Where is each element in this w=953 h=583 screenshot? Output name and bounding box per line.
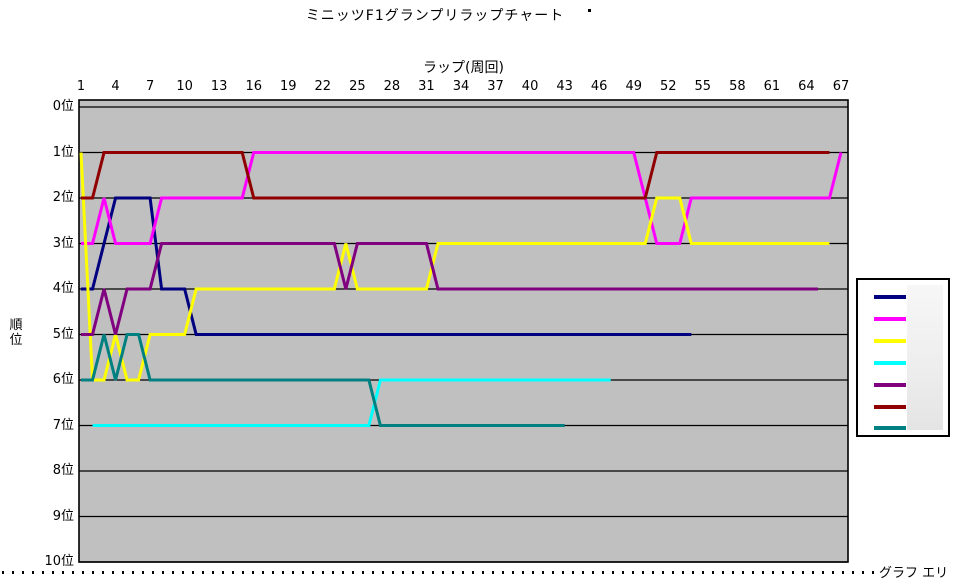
series-line-yellow (79, 152, 830, 382)
y-axis-title: 順 位 (9, 318, 23, 348)
x-axis-title: ラップ(周回) (423, 60, 504, 76)
y-tick-label: 7位 (52, 417, 74, 433)
series-line-darkred (81, 151, 830, 200)
x-tick-label: 52 (659, 79, 677, 94)
series-line-navy (81, 196, 692, 336)
legend-key-magenta (874, 316, 906, 321)
x-tick-label: 43 (556, 79, 573, 94)
x-tick-label: 22 (314, 79, 332, 94)
x-tick-label: 67 (832, 79, 850, 94)
series-line-magenta (81, 151, 843, 245)
x-tick-label: 13 (210, 79, 228, 94)
y-tick-label: 2位 (52, 190, 74, 205)
x-tick-label: 31 (418, 79, 435, 94)
x-tick-label: 40 (521, 79, 539, 94)
x-tick-label: 49 (625, 79, 642, 94)
y-tick-label: 9位 (52, 508, 74, 524)
x-tick-label: 37 (487, 79, 504, 94)
x-tick-label: 7 (145, 79, 155, 94)
chart-area-tooltip: グラフ エリア (876, 562, 953, 583)
x-tick-label: 25 (349, 79, 366, 94)
x-tick-label: 4 (111, 79, 120, 94)
x-tick-label: 64 (798, 79, 815, 94)
y-tick-label: 4位 (52, 281, 74, 296)
legend[interactable] (856, 278, 950, 437)
chart-title: ミニッツF1グランプリラップチャート (305, 8, 565, 24)
x-tick-label: 34 (452, 79, 470, 94)
legend-key-yellow (874, 338, 906, 343)
series-line-purple (81, 242, 818, 336)
x-tick-label: 16 (245, 79, 262, 94)
x-tick-label: 55 (694, 79, 712, 94)
y-tick-label: 3位 (52, 235, 74, 251)
y-tick-label: 1位 (52, 144, 74, 160)
y-tick-label: 0位 (52, 99, 74, 114)
y-tick-label: 8位 (52, 463, 74, 478)
x-tick-label: 61 (763, 79, 781, 94)
selection-dot-artifact (588, 9, 591, 12)
legend-gradient-strip (907, 285, 943, 430)
x-tick-label: 19 (279, 79, 297, 94)
x-tick-label: 58 (729, 79, 746, 94)
x-tick-label: 10 (176, 79, 193, 94)
legend-key-teal (874, 426, 906, 431)
plot-background (78, 99, 849, 563)
y-tick-label: 5位 (52, 326, 74, 342)
x-tick-label: 1 (76, 79, 86, 94)
legend-key-darkred (874, 404, 906, 409)
selection-marquee-dotted-line (2, 571, 953, 574)
series-line-cyan (92, 378, 611, 427)
y-tick-label: 10位 (44, 554, 74, 569)
legend-key-purple (874, 382, 906, 387)
x-tick-label: 28 (383, 79, 401, 94)
series-line-teal (81, 333, 565, 427)
x-tick-label: 46 (590, 79, 608, 94)
y-tick-label: 6位 (52, 372, 74, 387)
legend-key-cyan (874, 360, 906, 365)
legend-key-navy (874, 295, 906, 299)
